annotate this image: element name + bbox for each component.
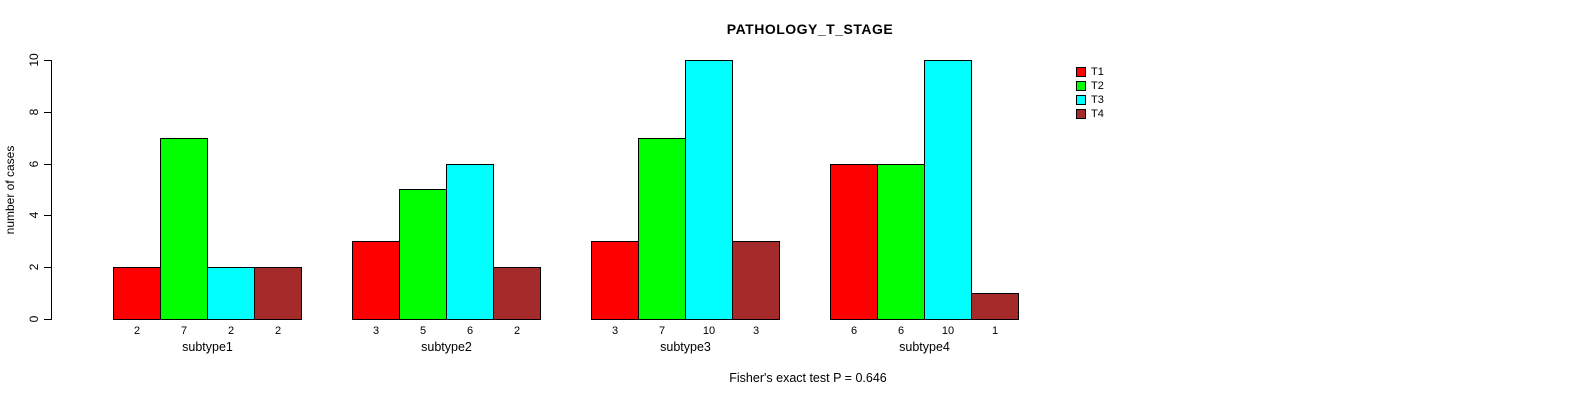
legend-swatch bbox=[1076, 81, 1086, 91]
legend-label: T2 bbox=[1091, 80, 1104, 92]
y-axis-tick-label: 10 bbox=[27, 53, 41, 67]
bar-value-label: 7 bbox=[658, 325, 666, 337]
y-axis-tick bbox=[44, 215, 51, 216]
legend-item-T4: T4 bbox=[1076, 107, 1104, 121]
legend-item-T1: T1 bbox=[1076, 65, 1104, 79]
bar-subtype2-T2 bbox=[399, 189, 447, 320]
legend: T1 T2 T3 T4 bbox=[1076, 65, 1104, 121]
bar-subtype3-T1 bbox=[591, 241, 639, 320]
bar-value-label: 10 bbox=[941, 325, 955, 337]
y-axis-tick bbox=[44, 112, 51, 113]
bar-value-label: 3 bbox=[372, 325, 380, 337]
bar-subtype1-T1 bbox=[113, 267, 161, 320]
y-axis-tick-label: 6 bbox=[27, 160, 41, 168]
y-axis-tick bbox=[44, 164, 51, 165]
bar-value-label: 6 bbox=[850, 325, 858, 337]
y-axis-tick-label: 0 bbox=[27, 315, 41, 323]
y-axis-tick-label: 2 bbox=[27, 263, 41, 271]
bar-subtype2-T4 bbox=[493, 267, 541, 320]
category-label-subtype4: subtype4 bbox=[899, 340, 950, 354]
legend-swatch bbox=[1076, 95, 1086, 105]
bar-value-label: 7 bbox=[180, 325, 188, 337]
category-label-subtype2: subtype2 bbox=[421, 340, 472, 354]
bar-value-label: 2 bbox=[513, 325, 521, 337]
legend-label: T3 bbox=[1091, 94, 1104, 106]
bar-subtype1-T3 bbox=[207, 267, 255, 320]
bar-subtype1-T4 bbox=[254, 267, 302, 320]
bar-subtype3-T3 bbox=[685, 60, 733, 320]
y-axis-tick bbox=[44, 319, 51, 320]
legend-label: T1 bbox=[1091, 66, 1104, 78]
bar-value-label: 5 bbox=[419, 325, 427, 337]
bar-value-label: 2 bbox=[274, 325, 282, 337]
bar-value-label: 1 bbox=[991, 325, 999, 337]
legend-swatch bbox=[1076, 67, 1086, 77]
y-axis-tick bbox=[44, 60, 51, 61]
y-axis-tick-label: 8 bbox=[27, 108, 41, 116]
y-axis-line bbox=[51, 60, 52, 320]
bar-subtype4-T4 bbox=[971, 293, 1019, 320]
bar-subtype2-T3 bbox=[446, 164, 494, 320]
bar-subtype4-T2 bbox=[877, 164, 925, 320]
bar-value-label: 3 bbox=[752, 325, 760, 337]
bar-subtype1-T2 bbox=[160, 138, 208, 320]
bar-value-label: 6 bbox=[897, 325, 905, 337]
bar-value-label: 10 bbox=[702, 325, 716, 337]
chart-title: PATHOLOGY_T_STAGE bbox=[726, 21, 894, 37]
bar-value-label: 2 bbox=[133, 325, 141, 337]
bar-subtype4-T3 bbox=[924, 60, 972, 320]
bar-subtype2-T1 bbox=[352, 241, 400, 320]
legend-swatch bbox=[1076, 109, 1086, 119]
bar-subtype4-T1 bbox=[830, 164, 878, 320]
y-axis-tick-label: 4 bbox=[27, 211, 41, 219]
legend-label: T4 bbox=[1091, 108, 1104, 120]
legend-item-T2: T2 bbox=[1076, 79, 1104, 93]
y-axis-tick bbox=[44, 267, 51, 268]
category-label-subtype1: subtype1 bbox=[182, 340, 233, 354]
bar-subtype3-T2 bbox=[638, 138, 686, 320]
stat-test-caption: Fisher's exact test P = 0.646 bbox=[729, 371, 887, 385]
bar-value-label: 2 bbox=[227, 325, 235, 337]
legend-item-T3: T3 bbox=[1076, 93, 1104, 107]
bar-value-label: 3 bbox=[611, 325, 619, 337]
y-axis-label: number of cases bbox=[3, 145, 17, 235]
bar-value-label: 6 bbox=[466, 325, 474, 337]
category-label-subtype3: subtype3 bbox=[660, 340, 711, 354]
bar-subtype3-T4 bbox=[732, 241, 780, 320]
